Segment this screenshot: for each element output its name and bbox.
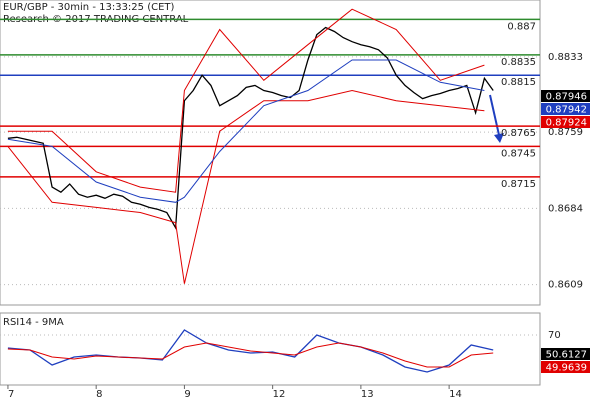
value-box-label: 0.87946 xyxy=(546,92,587,103)
value-box xyxy=(541,116,590,128)
level-label: 0.8715 xyxy=(501,179,536,190)
y-tick-label: 0.8684 xyxy=(548,203,583,214)
forecast-arrowhead xyxy=(494,133,504,143)
value-box-label: 50.6127 xyxy=(546,350,587,361)
x-tick-label: 12 xyxy=(273,389,286,400)
level-label: 0.8815 xyxy=(501,77,536,88)
level-label: 0.8765 xyxy=(501,128,536,139)
forecast-arrow xyxy=(489,94,500,136)
y-tick-label: 0.8609 xyxy=(548,280,583,291)
x-tick-label: 13 xyxy=(361,389,374,400)
x-tick-label: 9 xyxy=(184,389,190,400)
value-box xyxy=(541,348,590,360)
level-label: 0.8835 xyxy=(501,57,536,68)
series-line xyxy=(7,342,494,368)
price-panel xyxy=(0,0,541,306)
series-line xyxy=(7,59,485,203)
y-tick-label: 70 xyxy=(548,330,561,341)
x-tick-label: 7 xyxy=(8,389,14,400)
value-box-label: 49.9639 xyxy=(546,363,587,374)
y-tick-label: 0.8833 xyxy=(548,52,583,63)
series-line xyxy=(7,89,485,284)
level-label: 0.8745 xyxy=(501,148,536,159)
value-box xyxy=(541,361,590,373)
y-tick-label: 0.8759 xyxy=(548,127,583,138)
series-line xyxy=(7,26,494,230)
rsi-title: RSI14 - 9MA xyxy=(3,317,64,328)
rsi-panel xyxy=(0,312,541,386)
series-line xyxy=(7,8,485,193)
level-label: 0.887 xyxy=(507,21,536,32)
value-box xyxy=(541,103,590,115)
x-tick-label: 8 xyxy=(96,389,102,400)
value-box xyxy=(541,90,590,102)
chart-title: EUR/GBP - 30min - 13:33:25 (CET) xyxy=(3,2,175,13)
value-box-label: 0.87924 xyxy=(546,118,587,129)
series-line xyxy=(7,329,494,373)
x-tick-label: 14 xyxy=(449,389,462,400)
value-box-label: 0.87942 xyxy=(546,105,587,116)
